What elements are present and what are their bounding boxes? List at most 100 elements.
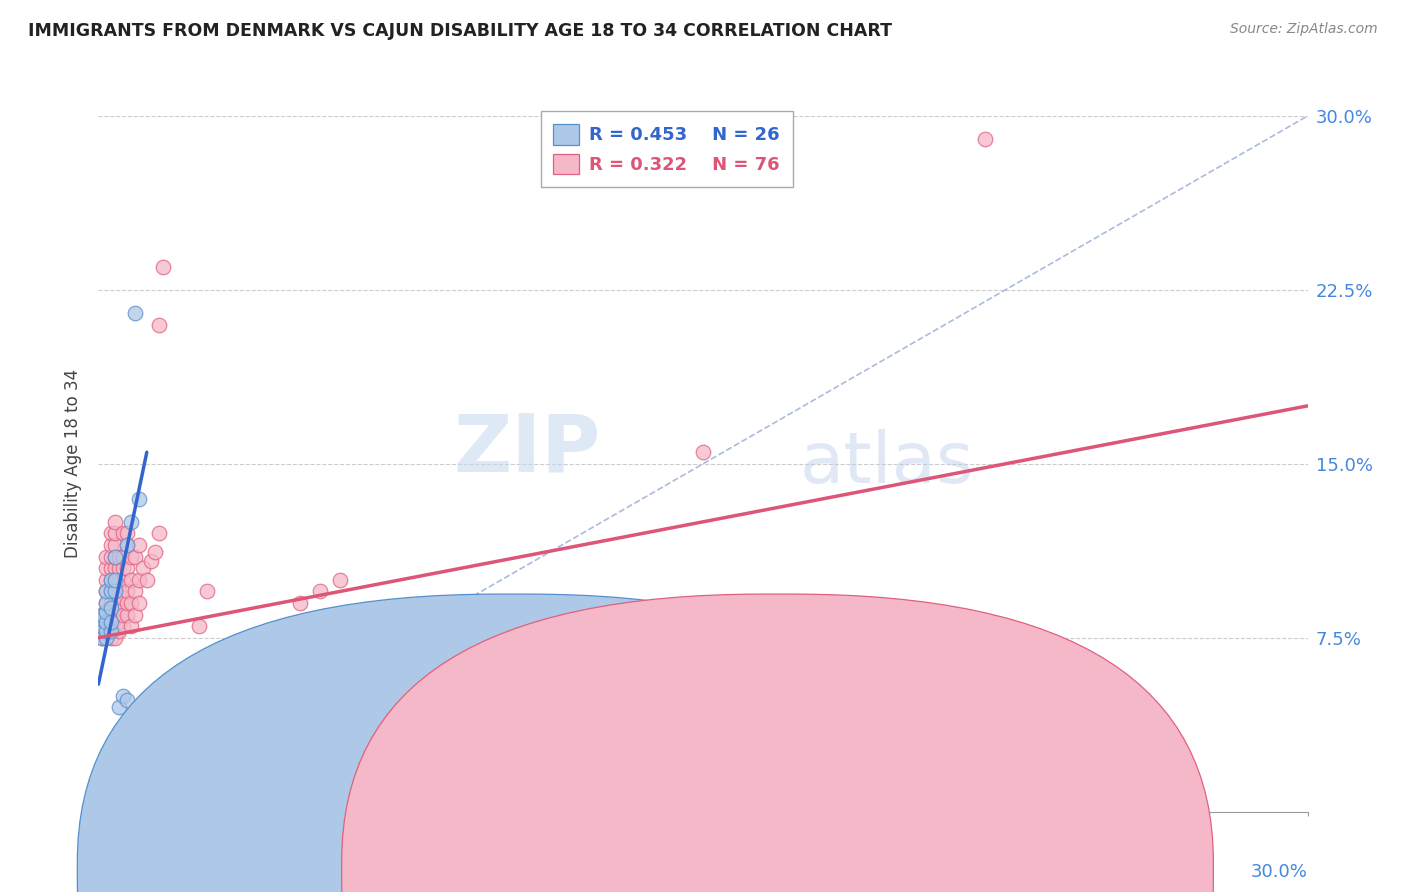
Point (100, 607, 122, 622)
Point (120, 515, 142, 529)
Point (96, 615, 118, 629)
Point (100, 624, 122, 638)
Point (107, 615, 129, 629)
Point (91, 619, 114, 633)
Text: ZIP: ZIP (453, 411, 600, 489)
Point (96, 584, 118, 599)
Point (115, 584, 138, 599)
Text: Source: ZipAtlas.com: Source: ZipAtlas.com (1230, 22, 1378, 37)
Y-axis label: Disability Age 18 to 34: Disability Age 18 to 34 (65, 369, 83, 558)
Point (96, 596, 118, 610)
Point (111, 549, 134, 564)
Point (103, 584, 125, 599)
Point (107, 573, 129, 587)
Point (288, 596, 311, 610)
Point (329, 573, 352, 587)
Point (91, 619, 114, 633)
Point (103, 573, 125, 587)
Point (100, 584, 122, 599)
Point (103, 596, 125, 610)
Point (893, 665, 915, 680)
Point (124, 306, 146, 320)
Point (96, 615, 118, 629)
Point (111, 591, 134, 606)
Point (96, 584, 118, 599)
Point (103, 584, 125, 599)
Point (120, 596, 142, 610)
Point (91, 631, 114, 645)
Point (107, 561, 129, 575)
Point (91, 612, 114, 626)
Point (91, 631, 114, 645)
Point (103, 515, 125, 529)
Point (100, 596, 122, 610)
Point (115, 526, 138, 541)
Text: 30.0%: 30.0% (1251, 863, 1308, 880)
Point (100, 615, 122, 629)
Point (115, 596, 138, 610)
Point (100, 573, 122, 587)
Point (107, 600, 129, 615)
Point (124, 549, 146, 564)
Point (100, 526, 122, 541)
Point (124, 584, 146, 599)
Point (91, 607, 114, 622)
Point (96, 596, 118, 610)
Text: IMMIGRANTS FROM DENMARK VS CAJUN DISABILITY AGE 18 TO 34 CORRELATION CHART: IMMIGRANTS FROM DENMARK VS CAJUN DISABIL… (28, 22, 893, 40)
Point (96, 549, 118, 564)
Point (152, 260, 174, 274)
Point (111, 607, 134, 622)
Point (692, 445, 714, 459)
Point (309, 584, 332, 599)
Point (91, 607, 114, 622)
Point (139, 554, 162, 568)
Point (100, 538, 122, 552)
Point (107, 700, 129, 714)
Point (111, 561, 134, 575)
Point (148, 318, 170, 332)
Point (974, 132, 997, 146)
Text: Cajuns: Cajuns (794, 861, 860, 879)
Point (100, 573, 122, 587)
Point (103, 573, 125, 587)
Point (128, 538, 150, 552)
Point (100, 584, 122, 599)
Point (124, 607, 146, 622)
Point (135, 573, 157, 587)
Point (115, 693, 138, 707)
Point (103, 549, 125, 564)
Point (103, 561, 125, 575)
Point (128, 491, 150, 506)
Point (96, 624, 118, 638)
Point (111, 573, 134, 587)
Point (103, 619, 125, 633)
Point (115, 538, 138, 552)
Point (115, 607, 138, 622)
Point (107, 584, 129, 599)
Point (103, 607, 125, 622)
Point (100, 619, 122, 633)
Point (128, 573, 150, 587)
Point (100, 549, 122, 564)
Point (100, 561, 122, 575)
Point (132, 712, 155, 726)
Point (188, 619, 211, 633)
Text: atlas: atlas (800, 429, 974, 499)
Point (100, 600, 122, 615)
Point (128, 596, 150, 610)
Point (96, 605, 118, 619)
Point (96, 573, 118, 587)
Point (96, 605, 118, 619)
Point (148, 526, 170, 541)
Point (115, 561, 138, 575)
Point (96, 561, 118, 575)
Point (100, 631, 122, 645)
Point (111, 526, 134, 541)
Legend: R = 0.453    N = 26, R = 0.322    N = 76: R = 0.453 N = 26, R = 0.322 N = 76 (541, 112, 793, 187)
Point (120, 619, 142, 633)
Point (103, 549, 125, 564)
Point (120, 549, 142, 564)
Point (103, 631, 125, 645)
Point (120, 573, 142, 587)
Point (96, 631, 118, 645)
